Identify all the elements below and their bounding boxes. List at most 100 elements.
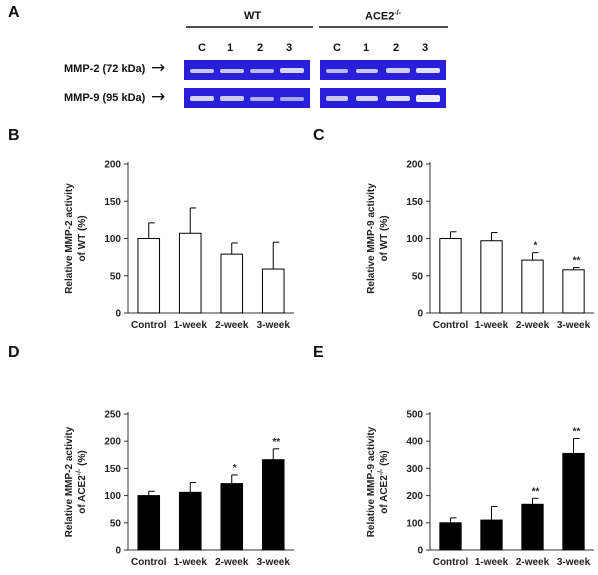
significance-label: ** xyxy=(532,486,540,497)
y-axis-title-part: (%) xyxy=(379,450,390,468)
y-axis-title: of ACE2-/- (%) xyxy=(76,450,88,513)
chart-b: Relative MMP-2 activity of WT (%) 0 50 100 15… xyxy=(64,160,294,331)
lane-label-wt-3: 3 xyxy=(286,42,293,54)
x-tick-label: 3-week xyxy=(557,557,591,568)
bar xyxy=(480,240,503,314)
bar xyxy=(137,238,161,314)
y-tick-label: 0 xyxy=(115,309,121,320)
x-tick-label: 1-week xyxy=(174,557,208,568)
chart-e: Relative MMP-9 activity of ACE2-/- (%) 0 10… xyxy=(366,410,594,568)
y-tick-label: 50 xyxy=(412,271,424,282)
y-tick-label: 100 xyxy=(406,518,423,529)
x-tick-label: Control xyxy=(131,557,167,568)
y-tick-label: 100 xyxy=(104,234,121,245)
y-tick-label: 50 xyxy=(110,271,122,282)
y-axis-title-part: of ACE2 xyxy=(77,475,88,514)
y-axis-title: Relative MMP-9 activity xyxy=(366,426,377,537)
bar xyxy=(137,495,161,551)
significance-label: ** xyxy=(573,256,581,267)
gel-wt-mmp2 xyxy=(184,60,310,80)
y-axis-title: of WT (%) xyxy=(77,215,88,261)
y-tick-label: 150 xyxy=(406,197,423,208)
bar xyxy=(480,519,503,551)
x-tick-label: Control xyxy=(131,320,167,331)
y-axis-title-part: of ACE2 xyxy=(379,475,390,514)
y-tick-label: 100 xyxy=(406,234,423,245)
gel-row-label-mmp9: MMP-9 (95 kDa) xyxy=(64,92,146,104)
gel-ace2-mmp2 xyxy=(320,60,446,80)
group-label-ace2-sup: -/- xyxy=(394,10,401,17)
bar xyxy=(220,483,244,551)
bar xyxy=(439,522,462,551)
y-tick-label: 200 xyxy=(406,160,423,171)
x-tick-label: 1-week xyxy=(475,557,509,568)
panel-letter-d: D xyxy=(8,344,20,361)
significance-label: ** xyxy=(573,426,581,437)
significance-label: * xyxy=(534,241,538,252)
group-label-wt: WT xyxy=(244,10,262,22)
bar xyxy=(178,232,202,314)
x-tick-label: 2-week xyxy=(215,320,249,331)
lane-label-wt-1: 1 xyxy=(227,42,234,54)
panel-letter-a: A xyxy=(8,4,20,21)
y-tick-label: 200 xyxy=(104,160,121,171)
y-tick-label: 0 xyxy=(417,309,423,320)
bar xyxy=(178,491,202,551)
bar xyxy=(521,259,544,314)
x-tick-label: Control xyxy=(433,320,469,331)
gel-ace2-mmp9 xyxy=(320,88,446,108)
lane-label-ace2-2: 2 xyxy=(393,42,400,54)
panel-letter-c: C xyxy=(313,127,325,144)
y-axis-title: Relative MMP-2 activity xyxy=(64,426,75,537)
x-tick-label: 3-week xyxy=(557,320,591,331)
bar xyxy=(521,503,544,551)
lane-label-wt-2: 2 xyxy=(257,42,264,54)
bar xyxy=(439,238,462,314)
panel-letter-e: E xyxy=(313,344,324,361)
y-axis-title-part: (%) xyxy=(77,450,88,468)
bar xyxy=(562,269,585,314)
y-tick-label: 100 xyxy=(104,491,121,502)
arrow-right-icon: → xyxy=(151,58,166,78)
y-axis-title-sup: -/- xyxy=(378,468,385,475)
bar xyxy=(220,253,244,314)
x-tick-label: 3-week xyxy=(257,557,291,568)
gel-wt-mmp9 xyxy=(184,88,310,108)
x-tick-label: 1-week xyxy=(475,320,509,331)
y-tick-label: 0 xyxy=(417,546,423,557)
group-label-ace2: ACE2-/- xyxy=(365,10,401,23)
arrow-right-icon: → xyxy=(151,87,166,107)
y-axis-title-part: of WT (%) xyxy=(379,215,390,261)
bar xyxy=(261,268,285,314)
lane-label-ace2-1: 1 xyxy=(363,42,370,54)
lane-label-ace2-3: 3 xyxy=(422,42,429,54)
y-axis-title-part: of WT (%) xyxy=(77,215,88,261)
group-line-wt xyxy=(186,26,313,28)
y-tick-label: 300 xyxy=(406,464,423,475)
y-tick-label: 200 xyxy=(104,437,121,448)
significance-label: ** xyxy=(272,437,280,448)
x-tick-label: 1-week xyxy=(174,320,208,331)
y-tick-label: 0 xyxy=(115,546,121,557)
x-tick-label: 2-week xyxy=(516,320,550,331)
group-line-ace2 xyxy=(319,26,448,28)
y-axis-title: of ACE2-/- (%) xyxy=(378,450,390,513)
x-tick-label: 2-week xyxy=(516,557,550,568)
significance-label: * xyxy=(233,463,237,474)
y-tick-label: 150 xyxy=(104,464,121,475)
lane-label-ace2-c: C xyxy=(333,42,341,54)
chart-c: Relative MMP-9 activity of WT (%) 0 50 100 15… xyxy=(366,160,594,331)
panel-letter-b: B xyxy=(8,127,20,144)
group-label-ace2-text: ACE2 xyxy=(365,10,395,23)
y-tick-label: 200 xyxy=(406,491,423,502)
x-tick-label: 2-week xyxy=(215,557,249,568)
y-tick-label: 500 xyxy=(406,410,423,421)
y-axis-title: Relative MMP-2 activity xyxy=(64,183,75,294)
x-tick-label: 3-week xyxy=(257,320,291,331)
x-tick-label: Control xyxy=(433,557,469,568)
y-tick-label: 50 xyxy=(110,518,122,529)
y-axis-title: Relative MMP-9 activity xyxy=(366,183,377,294)
y-axis-title: of WT (%) xyxy=(379,215,390,261)
gel-row-label-mmp2: MMP-2 (72 kDa) xyxy=(64,63,146,75)
y-axis-title-sup: -/- xyxy=(76,468,83,475)
